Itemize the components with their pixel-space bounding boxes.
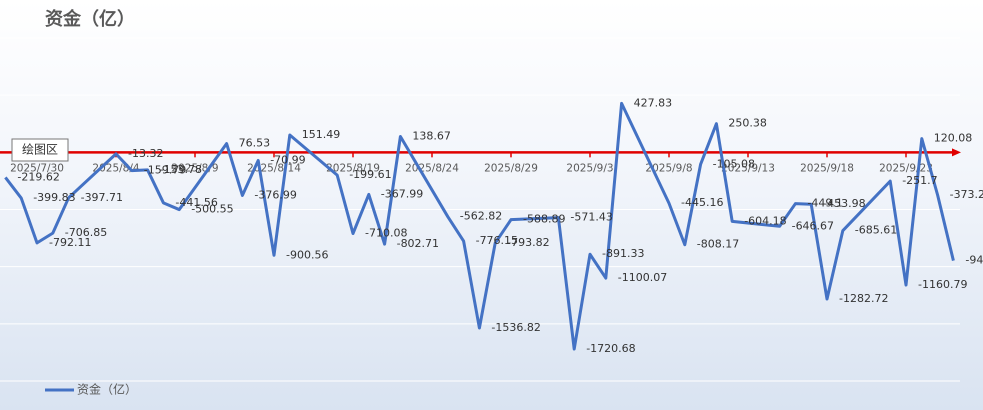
data-label: -571.43 bbox=[570, 211, 612, 224]
data-label: 120.08 bbox=[934, 132, 973, 145]
data-label: -1536.82 bbox=[491, 321, 540, 334]
data-label: -399.83 bbox=[33, 191, 75, 204]
data-label: -199.61 bbox=[349, 168, 391, 181]
x-tick-label: 2025/9/23 bbox=[879, 162, 933, 174]
data-label: -793.82 bbox=[507, 236, 549, 249]
series-line bbox=[4, 101, 955, 351]
data-label: -453.98 bbox=[823, 197, 865, 210]
data-label: -710.08 bbox=[365, 227, 407, 240]
data-label: -1100.07 bbox=[618, 271, 667, 284]
tooltip-box bbox=[11, 138, 69, 162]
x-tick-label: 2025/8/29 bbox=[484, 162, 538, 174]
data-label: -376.99 bbox=[254, 188, 296, 201]
data-label: 76.53 bbox=[239, 137, 271, 150]
data-label: -604.18 bbox=[744, 214, 786, 227]
data-label: -562.82 bbox=[460, 210, 502, 223]
data-label: -685.61 bbox=[855, 224, 897, 237]
data-label: -588.89 bbox=[523, 213, 565, 226]
data-label: 151.49 bbox=[302, 128, 341, 141]
x-tick-label: 2025/9/13 bbox=[721, 162, 775, 174]
data-label: -219.62 bbox=[17, 170, 59, 183]
data-label: -251.7 bbox=[902, 174, 937, 187]
data-label: -367.99 bbox=[381, 187, 423, 200]
data-label: 250.38 bbox=[728, 117, 767, 130]
data-label: -1160.79 bbox=[918, 278, 967, 291]
data-label: -441.56 bbox=[175, 196, 217, 209]
legend-label: 资金（亿） bbox=[77, 382, 137, 397]
x-tick-label: 2025/9/8 bbox=[645, 162, 692, 174]
data-label: -1282.72 bbox=[839, 292, 888, 305]
chart-title: 资金（亿） bbox=[45, 8, 135, 30]
data-label: -1720.68 bbox=[586, 342, 635, 355]
data-label: -792.11 bbox=[49, 236, 91, 249]
x-tick-label: 2025/7/30 bbox=[10, 162, 64, 174]
x-tick-label: 2025/9/18 bbox=[800, 162, 854, 174]
data-label: -70.99 bbox=[270, 153, 305, 166]
x-tick-label: 2025/8/19 bbox=[326, 162, 380, 174]
x-tick-label: 2025/8/24 bbox=[405, 162, 459, 174]
data-label: -159.79 bbox=[144, 164, 186, 177]
data-label: -808.17 bbox=[697, 238, 739, 251]
data-label: -802.71 bbox=[397, 237, 439, 250]
data-label: -397.71 bbox=[81, 191, 123, 204]
data-label: -776.15 bbox=[476, 234, 518, 247]
data-label: 427.83 bbox=[634, 96, 673, 109]
data-label: -153.78 bbox=[160, 163, 202, 176]
x-axis-arrow bbox=[952, 148, 961, 157]
x-tick-label: 2025/9/3 bbox=[566, 162, 613, 174]
data-label: -445.16 bbox=[681, 196, 723, 209]
tooltip: 绘图区 bbox=[22, 142, 58, 157]
data-label: -891.33 bbox=[602, 247, 644, 260]
data-label: -706.85 bbox=[65, 226, 107, 239]
data-label: -646.67 bbox=[792, 219, 834, 232]
data-label: -946.98 bbox=[965, 254, 983, 267]
data-label: -500.55 bbox=[191, 203, 233, 216]
data-label: -373.22 bbox=[950, 188, 983, 201]
data-label: 138.67 bbox=[412, 129, 451, 142]
data-label: -449.1 bbox=[807, 197, 842, 210]
data-label: -13.32 bbox=[128, 147, 163, 160]
plot-area: 2025/7/30 2025/8/4 2025/8/9 2025/8/14 2025/8… bbox=[0, 37, 983, 382]
data-label: -900.56 bbox=[286, 248, 328, 261]
data-label: -105.08 bbox=[713, 157, 755, 170]
